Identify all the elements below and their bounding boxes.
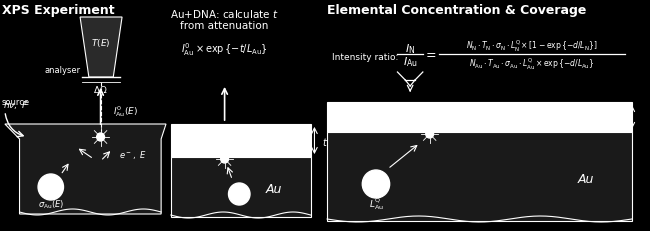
Circle shape bbox=[221, 155, 229, 163]
Circle shape bbox=[362, 170, 389, 198]
Text: $N_{\mathrm{N}}\cdot T_{\mathrm{N}}\cdot\sigma_{\mathrm{N}}\cdot L^{\mathrm{Q}}_: $N_{\mathrm{N}}\cdot T_{\mathrm{N}}\cdot… bbox=[467, 38, 598, 54]
Text: $I^0_{\mathrm{Au}}\times\exp\{-t/L_{\mathrm{Au}}\}$: $I^0_{\mathrm{Au}}\times\exp\{-t/L_{\mat… bbox=[181, 41, 268, 58]
Text: $e^-,\ E$: $e^-,\ E$ bbox=[119, 148, 146, 160]
Text: $I_{\mathrm{Au}}$: $I_{\mathrm{Au}}$ bbox=[403, 55, 417, 69]
Polygon shape bbox=[327, 132, 632, 221]
Text: Au+DNA: calculate $t$: Au+DNA: calculate $t$ bbox=[170, 8, 279, 20]
Text: $t$: $t$ bbox=[620, 112, 626, 123]
Text: Au: Au bbox=[578, 173, 594, 186]
Circle shape bbox=[97, 134, 105, 141]
Text: =: = bbox=[425, 49, 436, 62]
Text: XPS Experiment: XPS Experiment bbox=[2, 4, 114, 17]
Text: $L^{\mathrm{Q}}_{\mathrm{Au}}$: $L^{\mathrm{Q}}_{\mathrm{Au}}$ bbox=[369, 195, 383, 211]
Text: $I_{\mathrm{N}}$: $I_{\mathrm{N}}$ bbox=[405, 42, 415, 56]
Text: $h\nu,\ F$: $h\nu,\ F$ bbox=[3, 99, 29, 110]
Polygon shape bbox=[171, 125, 311, 157]
Text: source: source bbox=[2, 97, 30, 106]
Text: $\Delta\Omega$: $\Delta\Omega$ bbox=[94, 84, 108, 95]
Polygon shape bbox=[80, 18, 122, 78]
Text: $T(E)$: $T(E)$ bbox=[91, 37, 111, 49]
Polygon shape bbox=[5, 125, 166, 214]
Text: $I^0_{\mathrm{Au}}(E)$: $I^0_{\mathrm{Au}}(E)$ bbox=[113, 104, 138, 119]
Text: Intensity ratio:: Intensity ratio: bbox=[332, 52, 398, 61]
Circle shape bbox=[38, 174, 64, 200]
Text: $\sigma_{\mathrm{Au}}(E)$: $\sigma_{\mathrm{Au}}(E)$ bbox=[38, 198, 64, 210]
Circle shape bbox=[229, 183, 250, 205]
Text: from attenuation: from attenuation bbox=[181, 21, 269, 31]
Text: analyser: analyser bbox=[45, 66, 81, 75]
Text: Au: Au bbox=[265, 183, 281, 196]
Polygon shape bbox=[327, 103, 632, 132]
Text: $t$: $t$ bbox=[322, 135, 328, 147]
Text: Elemental Concentration & Coverage: Elemental Concentration & Coverage bbox=[327, 4, 586, 17]
Polygon shape bbox=[171, 157, 311, 217]
Circle shape bbox=[426, 131, 434, 138]
Text: $N_{\mathrm{Au}}\cdot T_{\mathrm{Au}}\cdot\sigma_{\mathrm{Au}}\cdot L^{\mathrm{Q: $N_{\mathrm{Au}}\cdot T_{\mathrm{Au}}\cd… bbox=[469, 56, 595, 71]
